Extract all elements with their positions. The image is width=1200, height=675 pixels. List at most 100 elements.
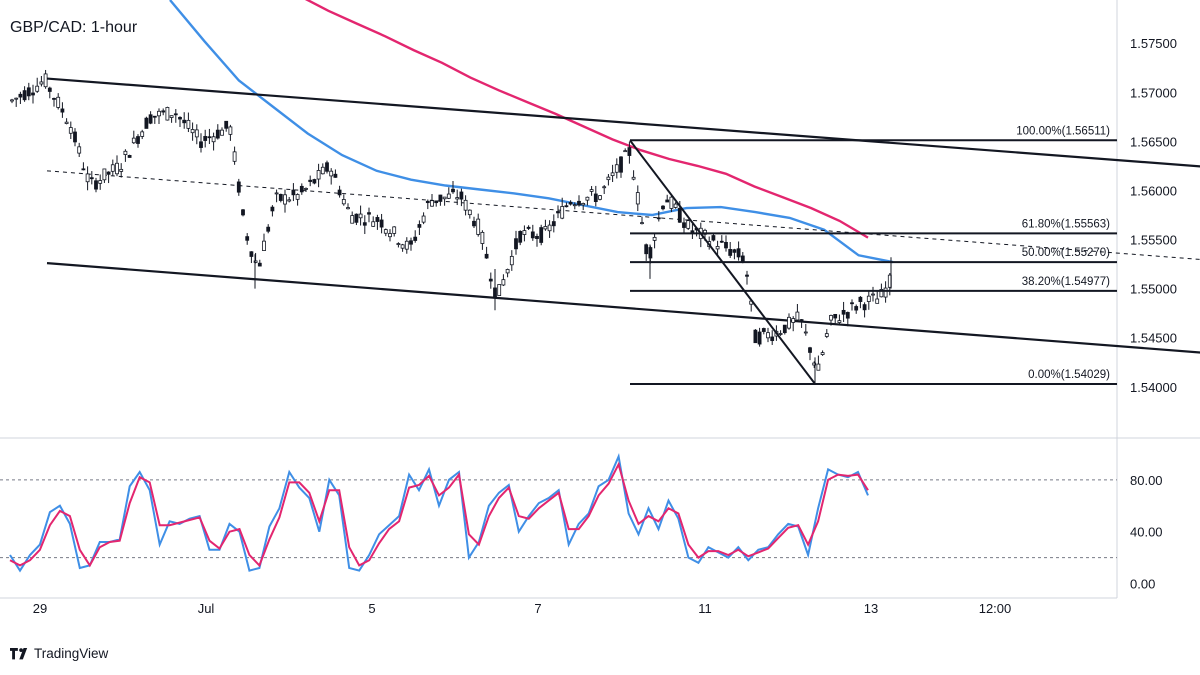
candle-body bbox=[497, 284, 502, 296]
candle-body bbox=[375, 217, 380, 222]
candle-body bbox=[316, 170, 321, 180]
candle-body bbox=[598, 195, 602, 200]
time-axis[interactable]: 29 Jul 5 7 11 13 12:00 bbox=[33, 601, 1012, 616]
time-tick-label: 7 bbox=[534, 601, 541, 616]
candle-body bbox=[119, 168, 124, 172]
candle-body bbox=[438, 194, 443, 202]
candle-body bbox=[610, 172, 615, 177]
candle-body bbox=[304, 188, 308, 190]
candle-body bbox=[589, 189, 594, 192]
candle-body bbox=[178, 116, 182, 120]
candle-body bbox=[799, 319, 804, 321]
candle-body bbox=[358, 213, 363, 219]
price-tick-label: 1.54500 bbox=[1130, 331, 1177, 346]
stochastic-k-line bbox=[9, 453, 869, 573]
candle-body bbox=[488, 278, 493, 282]
candle-body bbox=[829, 315, 833, 321]
candle-body bbox=[568, 201, 573, 205]
price-tick-label: 1.54000 bbox=[1130, 380, 1177, 395]
candle-body bbox=[10, 99, 14, 102]
candle-body bbox=[362, 222, 367, 226]
candle-body bbox=[665, 199, 670, 203]
candle-body bbox=[98, 180, 103, 184]
candle-body bbox=[396, 243, 401, 245]
swing-line[interactable] bbox=[629, 139, 816, 385]
candle-body bbox=[68, 127, 73, 134]
time-tick-label: 13 bbox=[864, 601, 878, 616]
candle-body bbox=[211, 136, 216, 143]
candle-body bbox=[329, 170, 334, 177]
candle-body bbox=[623, 150, 628, 153]
candle-body bbox=[526, 226, 531, 229]
candle-body bbox=[614, 164, 619, 173]
candle-body bbox=[157, 110, 161, 117]
candle-body bbox=[837, 320, 842, 323]
candle-body bbox=[673, 203, 678, 208]
channel-mid-line bbox=[46, 170, 1200, 260]
candle-body bbox=[77, 146, 82, 154]
candle-body bbox=[467, 209, 472, 216]
candle-body bbox=[518, 231, 523, 243]
candle-body bbox=[89, 177, 94, 180]
candle-body bbox=[824, 333, 829, 337]
oscillator-axis[interactable]: 80.00 40.00 0.00 bbox=[1130, 473, 1163, 592]
time-tick-label: 12:00 bbox=[979, 601, 1012, 616]
price-axis[interactable]: 1.57500 1.57000 1.56500 1.56000 1.55500 1.550… bbox=[1130, 36, 1177, 395]
candle-body bbox=[560, 206, 565, 219]
candle-body bbox=[711, 235, 716, 241]
moving-average-fast bbox=[169, 0, 894, 264]
candle-body bbox=[501, 279, 506, 286]
price-tick-label: 1.56000 bbox=[1130, 183, 1177, 198]
candle-body bbox=[661, 205, 665, 210]
candle-body bbox=[543, 226, 548, 230]
candle-body bbox=[190, 129, 195, 134]
tradingview-brand[interactable]: TradingView bbox=[10, 643, 108, 663]
candle-body bbox=[161, 110, 166, 113]
candle-body bbox=[173, 113, 178, 116]
candle-body bbox=[484, 253, 489, 259]
candle-body bbox=[539, 227, 544, 243]
candle-body bbox=[564, 205, 569, 208]
price-tick-label: 1.57000 bbox=[1130, 85, 1177, 100]
fibonacci-retracement[interactable]: 100.00%(1.56511) 61.80%(1.55563) 50.00%(1.… bbox=[630, 125, 1117, 385]
candle-body bbox=[131, 137, 136, 144]
candle-body bbox=[455, 197, 460, 200]
candle-body bbox=[446, 193, 451, 199]
candle-body bbox=[556, 211, 560, 214]
time-tick-label: Jul bbox=[198, 601, 215, 616]
candle-body bbox=[140, 131, 145, 137]
candle-body bbox=[434, 200, 439, 204]
candle-body bbox=[56, 96, 61, 108]
candle-body bbox=[249, 251, 254, 257]
price-tick-label: 1.55500 bbox=[1130, 233, 1177, 248]
candle-body bbox=[795, 311, 800, 321]
candle-body bbox=[152, 115, 157, 118]
candle-body bbox=[346, 207, 350, 210]
candle-body bbox=[669, 196, 674, 209]
candle-body bbox=[728, 249, 733, 256]
candle-body bbox=[808, 347, 812, 353]
candle-body bbox=[644, 244, 649, 255]
candle-body bbox=[215, 129, 220, 139]
candle-body bbox=[640, 222, 644, 225]
candle-body bbox=[656, 217, 661, 220]
candle-body bbox=[715, 246, 720, 250]
fib-level-label: 61.80%(1.55563) bbox=[1022, 218, 1110, 230]
candle-body bbox=[308, 179, 313, 182]
candle-body bbox=[547, 224, 552, 232]
oscillator-tick-label: 80.00 bbox=[1130, 473, 1163, 488]
candle-body bbox=[312, 179, 317, 184]
candle-body bbox=[169, 115, 174, 118]
candle-body bbox=[31, 92, 35, 96]
stochastic-d-line bbox=[9, 461, 869, 568]
candle-body bbox=[127, 155, 132, 158]
moving-average-slow bbox=[304, 0, 869, 239]
candle-body bbox=[417, 224, 422, 228]
candle-body bbox=[299, 185, 304, 193]
candle-body bbox=[203, 136, 208, 141]
candle-body bbox=[224, 120, 229, 129]
time-tick-label: 11 bbox=[698, 601, 712, 616]
candle-body bbox=[875, 298, 880, 304]
oscillator-tick-label: 40.00 bbox=[1130, 525, 1163, 540]
